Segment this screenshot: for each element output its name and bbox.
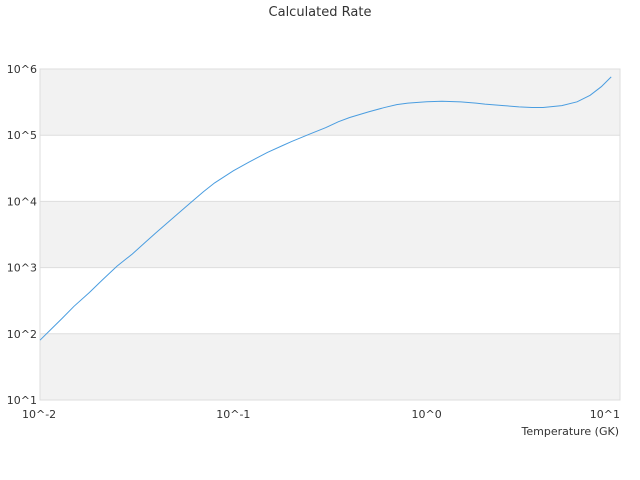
y-tick-label: 10^1 xyxy=(7,394,37,407)
grid-bands xyxy=(40,69,620,400)
plot-area xyxy=(39,68,621,401)
x-tick-label: 10^1 xyxy=(590,408,620,421)
x-tick-label: 10^-2 xyxy=(22,408,56,421)
x-tick-label: 10^-1 xyxy=(216,408,250,421)
x-axis-label: Temperature (GK) xyxy=(521,425,620,438)
y-axis-ticks: 10^1 10^2 10^3 10^4 10^5 10^6 xyxy=(7,63,37,407)
chart-title: Calculated Rate xyxy=(269,5,372,20)
grid-band xyxy=(40,69,620,136)
x-axis-ticks: 10^-2 10^-1 10^0 10^1 xyxy=(22,408,620,421)
grid-band xyxy=(40,333,620,400)
y-tick-label: 10^3 xyxy=(7,262,37,275)
x-tick-label: 10^0 xyxy=(412,408,442,421)
grid-band xyxy=(40,201,620,268)
y-tick-label: 10^5 xyxy=(7,129,37,142)
y-tick-label: 10^4 xyxy=(7,195,37,208)
y-tick-label: 10^2 xyxy=(7,328,37,341)
y-tick-label: 10^6 xyxy=(7,63,37,76)
rate-series-line xyxy=(39,76,612,341)
